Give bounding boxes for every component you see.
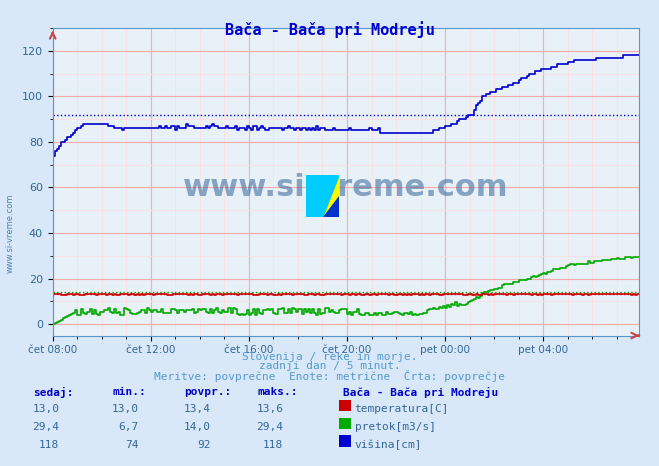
- Text: povpr.:: povpr.:: [185, 387, 232, 397]
- Text: Meritve: povprečne  Enote: metrične  Črta: povprečje: Meritve: povprečne Enote: metrične Črta:…: [154, 370, 505, 383]
- Text: zadnji dan / 5 minut.: zadnji dan / 5 minut.: [258, 361, 401, 371]
- Text: 118: 118: [39, 440, 59, 450]
- Text: pretok[m3/s]: pretok[m3/s]: [355, 422, 436, 432]
- Text: 74: 74: [125, 440, 138, 450]
- Text: temperatura[C]: temperatura[C]: [355, 404, 449, 414]
- Text: maks.:: maks.:: [257, 387, 297, 397]
- Text: Bača - Bača pri Modreju: Bača - Bača pri Modreju: [343, 387, 498, 398]
- Text: Bača - Bača pri Modreju: Bača - Bača pri Modreju: [225, 21, 434, 38]
- Text: min.:: min.:: [112, 387, 146, 397]
- Text: Slovenija / reke in morje.: Slovenija / reke in morje.: [242, 352, 417, 362]
- Text: sedaj:: sedaj:: [33, 387, 73, 398]
- Text: 29,4: 29,4: [32, 422, 59, 432]
- Text: 92: 92: [198, 440, 211, 450]
- Polygon shape: [306, 175, 339, 217]
- Text: 13,6: 13,6: [256, 404, 283, 414]
- Polygon shape: [323, 196, 339, 217]
- Text: 6,7: 6,7: [118, 422, 138, 432]
- Text: 13,0: 13,0: [32, 404, 59, 414]
- Text: www.si-vreme.com: www.si-vreme.com: [5, 193, 14, 273]
- Text: 14,0: 14,0: [184, 422, 211, 432]
- Text: višina[cm]: višina[cm]: [355, 440, 422, 450]
- Text: 13,0: 13,0: [111, 404, 138, 414]
- Text: 13,4: 13,4: [184, 404, 211, 414]
- Text: www.si-vreme.com: www.si-vreme.com: [183, 173, 509, 202]
- Text: 118: 118: [263, 440, 283, 450]
- Text: 29,4: 29,4: [256, 422, 283, 432]
